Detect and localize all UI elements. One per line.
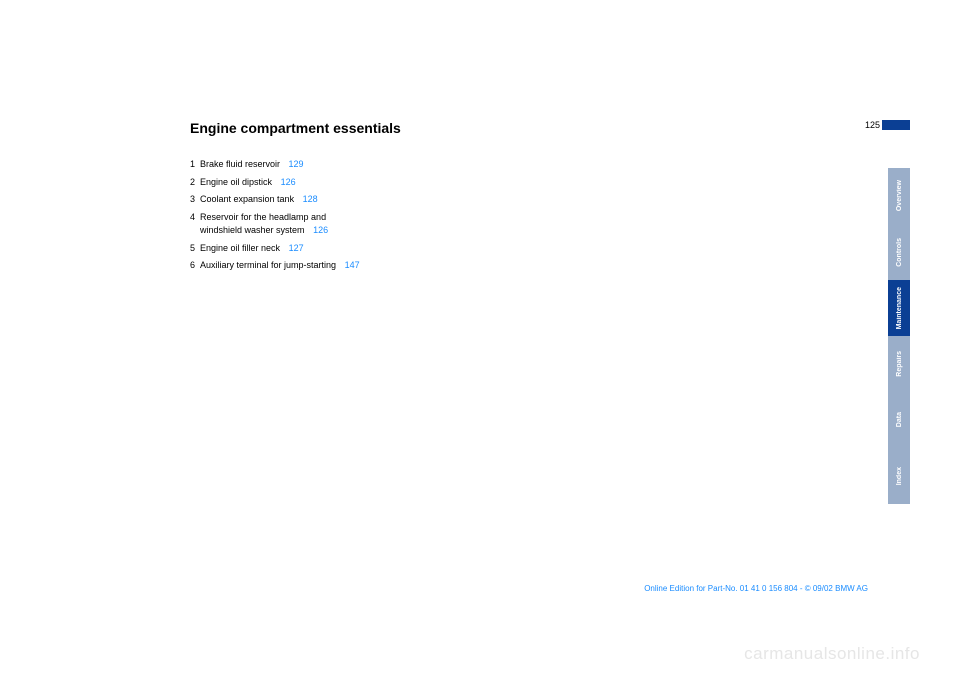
tab-controls[interactable]: Controls — [888, 224, 910, 280]
list-item: 1 Brake fluid reservoir 129 — [190, 158, 750, 172]
tab-overview[interactable]: Overview — [888, 168, 910, 224]
list-item: 6 Auxiliary terminal for jump-starting 1… — [190, 259, 750, 273]
item-text: Auxiliary terminal for jump-starting 147 — [200, 259, 360, 273]
item-text: Reservoir for the headlamp and windshiel… — [200, 211, 370, 238]
tab-data[interactable]: Data — [888, 392, 910, 448]
page-ref-link[interactable]: 147 — [345, 260, 360, 270]
page-ref-link[interactable]: 126 — [313, 225, 328, 235]
item-number: 5 — [190, 242, 200, 256]
item-label: Reservoir for the headlamp and windshiel… — [200, 212, 326, 236]
page-ref-link[interactable]: 127 — [289, 243, 304, 253]
page-title: Engine compartment essentials — [190, 120, 750, 136]
page-number-bar — [882, 120, 910, 130]
list-item: 3 Coolant expansion tank 128 — [190, 193, 750, 207]
page-number: 125 — [865, 120, 880, 130]
tab-label: Controls — [896, 238, 903, 267]
watermark: carmanualsonline.info — [744, 644, 920, 664]
page-ref-link[interactable]: 128 — [303, 194, 318, 204]
item-text: Engine oil dipstick 126 — [200, 176, 296, 190]
section-tabs: Overview Controls Maintenance Repairs Da… — [888, 168, 910, 504]
item-text: Brake fluid reservoir 129 — [200, 158, 304, 172]
item-label: Coolant expansion tank — [200, 194, 294, 204]
item-number: 6 — [190, 259, 200, 273]
list-item: 5 Engine oil filler neck 127 — [190, 242, 750, 256]
page-ref-link[interactable]: 126 — [281, 177, 296, 187]
tab-maintenance[interactable]: Maintenance — [888, 280, 910, 336]
item-text: Coolant expansion tank 128 — [200, 193, 318, 207]
item-number: 4 — [190, 211, 200, 238]
tab-repairs[interactable]: Repairs — [888, 336, 910, 392]
item-number: 1 — [190, 158, 200, 172]
item-label: Engine oil dipstick — [200, 177, 272, 187]
item-number: 3 — [190, 193, 200, 207]
item-list: 1 Brake fluid reservoir 129 2 Engine oil… — [190, 158, 750, 273]
item-label: Auxiliary terminal for jump-starting — [200, 260, 336, 270]
item-text: Engine oil filler neck 127 — [200, 242, 304, 256]
tab-label: Index — [896, 467, 903, 485]
tab-label: Data — [896, 412, 903, 427]
item-label: Brake fluid reservoir — [200, 159, 280, 169]
list-item: 4 Reservoir for the headlamp and windshi… — [190, 211, 750, 238]
page-ref-link[interactable]: 129 — [289, 159, 304, 169]
tab-label: Overview — [896, 180, 903, 211]
item-label: Engine oil filler neck — [200, 243, 280, 253]
tab-index[interactable]: Index — [888, 448, 910, 504]
footer-text: Online Edition for Part-No. 01 41 0 156 … — [644, 584, 868, 593]
page-number-region: 125 — [865, 120, 910, 130]
content-area: Engine compartment essentials 1 Brake fl… — [190, 120, 750, 277]
tab-label: Maintenance — [896, 287, 903, 329]
tab-label: Repairs — [896, 351, 903, 377]
item-number: 2 — [190, 176, 200, 190]
list-item: 2 Engine oil dipstick 126 — [190, 176, 750, 190]
